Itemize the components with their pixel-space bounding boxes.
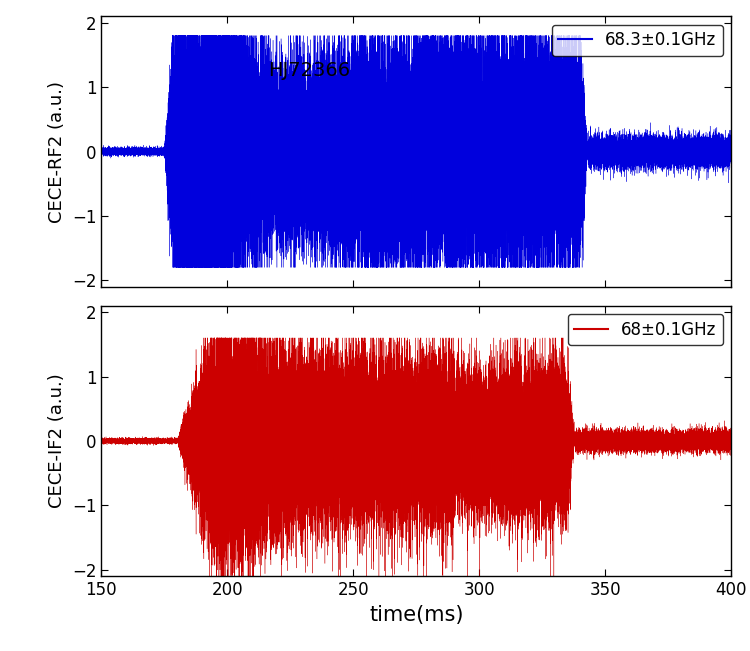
Text: HJ72366: HJ72366 [268, 61, 350, 80]
Y-axis label: CECE-RF2 (a.u.): CECE-RF2 (a.u.) [48, 81, 66, 223]
Y-axis label: CECE-IF2 (a.u.): CECE-IF2 (a.u.) [48, 374, 66, 508]
X-axis label: time(ms): time(ms) [369, 605, 464, 624]
Legend: 68.3±0.1GHz: 68.3±0.1GHz [552, 25, 723, 56]
Legend: 68±0.1GHz: 68±0.1GHz [568, 314, 723, 345]
